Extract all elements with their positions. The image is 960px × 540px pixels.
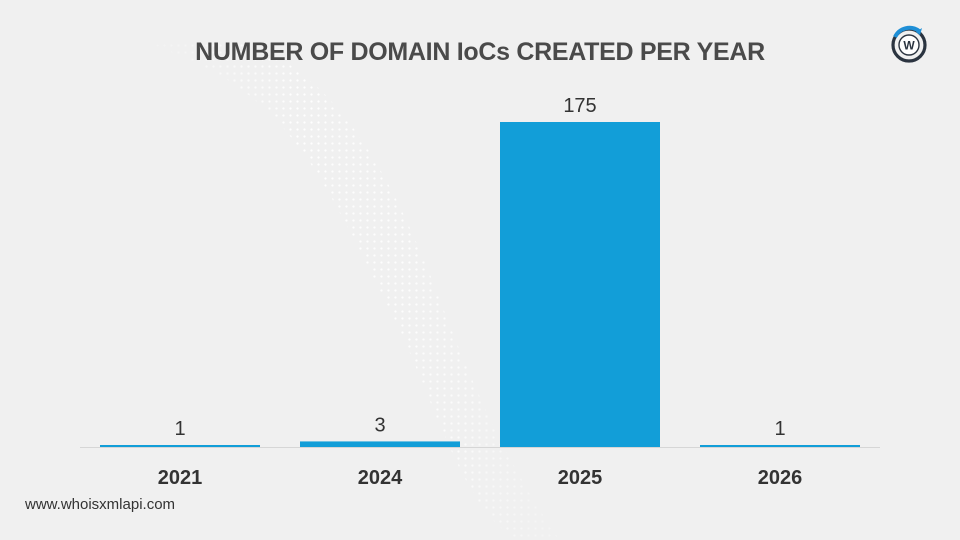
x-tick-label-2024: 2024 [358, 467, 403, 489]
footer-url[interactable]: www.whoisxmlapi.com [25, 496, 176, 513]
bar-2026 [700, 445, 860, 447]
data-label-2026: 1 [774, 418, 785, 440]
chart-title: NUMBER OF DOMAIN IoCs CREATED PER YEAR [195, 38, 765, 66]
data-label-2024: 3 [374, 414, 385, 436]
svg-text:W: W [903, 39, 915, 53]
data-label-2025: 175 [563, 95, 596, 117]
bar-2025 [500, 122, 660, 447]
x-tick-label-2026: 2026 [758, 467, 803, 489]
whoisxmlapi-w-logo-icon[interactable]: W [889, 25, 929, 65]
bar-2021 [100, 445, 260, 447]
x-tick-label-2021: 2021 [158, 467, 203, 489]
x-tick-label-2025: 2025 [558, 467, 603, 489]
data-label-2021: 1 [174, 418, 185, 440]
bar-2024 [300, 441, 460, 447]
